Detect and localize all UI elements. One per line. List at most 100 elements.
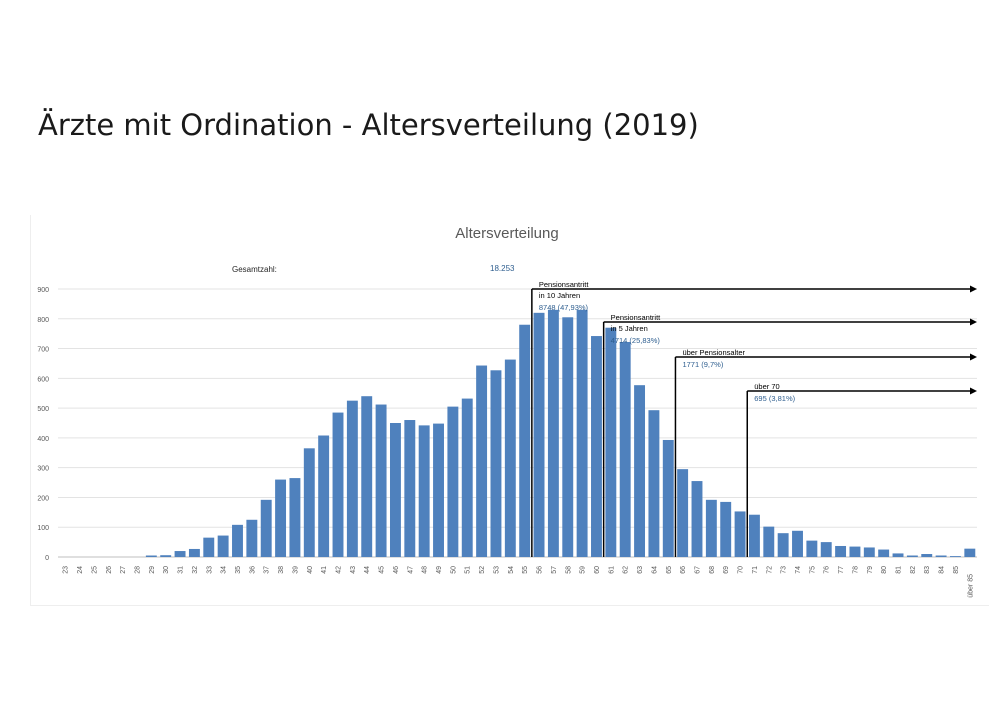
bar (504, 359, 516, 557)
chart-title: Altersverteilung (455, 225, 558, 242)
x-tick-label: 23 (63, 566, 70, 574)
x-tick-label: 77 (838, 566, 845, 574)
x-tick-label: 29 (149, 566, 156, 574)
y-tick-label: 300 (37, 466, 49, 473)
x-tick-label: 47 (407, 566, 414, 574)
annotation-label: Pensionsantritt (539, 280, 590, 289)
x-tick-label: 42 (336, 566, 343, 574)
bar (950, 556, 961, 557)
bar (217, 535, 229, 557)
bar (748, 514, 760, 557)
x-tick-label: 66 (680, 566, 687, 574)
x-tick-label: 73 (781, 566, 788, 574)
x-tick-label: 27 (120, 566, 127, 574)
x-tick-label: 26 (106, 566, 113, 574)
bar (835, 545, 847, 557)
bar (964, 548, 976, 557)
y-tick-label: 100 (37, 525, 49, 532)
x-tick-label: 65 (666, 566, 673, 574)
bar (792, 530, 803, 557)
x-tick-label: 72 (766, 566, 773, 574)
x-tick-label: 64 (651, 566, 658, 574)
bar (490, 370, 502, 557)
x-tick-label: 37 (264, 566, 271, 574)
x-tick-label: 54 (508, 566, 515, 574)
total-value: 18.253 (490, 264, 515, 273)
bar (605, 327, 617, 557)
slide-title: Ärzte mit Ordination - Altersverteilung … (38, 108, 699, 142)
x-tick-label: 74 (795, 566, 802, 574)
x-tick-label: 36 (249, 566, 256, 574)
bar (921, 554, 933, 557)
x-tick-label: 31 (178, 566, 185, 574)
annotation-value: 8748 (47,93%) (539, 303, 589, 312)
x-tick-label: 67 (694, 566, 701, 574)
y-tick-label: 600 (37, 376, 49, 383)
bar (332, 412, 344, 557)
bar (174, 551, 186, 557)
annotation-layer: Pensionsantritt in 10 Jahren 8748 (47,93%)… (531, 280, 977, 557)
annotation-label: in 10 Jahren (539, 291, 580, 300)
bar (720, 501, 732, 557)
x-tick-label: 56 (537, 566, 544, 574)
bar (318, 435, 330, 557)
bar (562, 317, 574, 557)
bar (389, 423, 401, 557)
bar (260, 499, 272, 557)
axis-layer: 0 100 200 300 400 500 600 700 800 900 23 24 25 26 27 28… (37, 287, 974, 598)
x-tick-label: 44 (364, 566, 371, 574)
y-tick-label: 500 (37, 406, 49, 413)
bar (145, 555, 157, 557)
bar (533, 312, 545, 557)
x-tick-label: 51 (465, 566, 472, 574)
x-tick-label: 58 (565, 566, 572, 574)
x-tick-label: 39 (292, 566, 299, 574)
bar (619, 342, 631, 557)
x-tick-label: 81 (896, 566, 903, 574)
x-tick-label: 57 (551, 566, 558, 574)
bar (691, 481, 703, 557)
bar-layer (145, 309, 976, 557)
bar (346, 400, 358, 557)
arrowhead-icon (970, 318, 977, 326)
x-tick-label: 30 (163, 566, 170, 574)
x-tick-label: 45 (379, 566, 386, 574)
arrowhead-icon (970, 353, 977, 361)
bar (935, 555, 947, 557)
x-tick-label: 78 (852, 566, 859, 574)
chart-frame (30, 215, 989, 606)
x-tick-label: 33 (206, 566, 213, 574)
bar (662, 439, 674, 557)
x-tick-label: 75 (809, 566, 816, 574)
bar (705, 499, 717, 557)
x-tick-label: 60 (594, 566, 601, 574)
y-tick-label: 700 (37, 347, 49, 354)
bar (418, 425, 430, 557)
x-tick-label: 25 (91, 566, 98, 574)
bar (203, 537, 215, 557)
x-tick-label: 38 (278, 566, 285, 574)
x-tick-label: 50 (450, 566, 457, 574)
x-tick-label: 28 (134, 566, 141, 574)
bar (892, 553, 904, 557)
bar (519, 324, 531, 557)
x-tick-label: 68 (709, 566, 716, 574)
x-tick-label: 71 (752, 566, 759, 574)
x-tick-label: 43 (350, 566, 357, 574)
bar (547, 309, 559, 557)
bar (188, 548, 200, 557)
bar (246, 519, 258, 557)
annotation-label: über 70 (754, 382, 779, 391)
x-tick-label: 76 (824, 566, 831, 574)
bar (576, 309, 588, 557)
x-tick-label: 52 (479, 566, 486, 574)
y-tick-label: 800 (37, 317, 49, 324)
x-tick-label: 62 (623, 566, 630, 574)
annotation-value: 1771 (9,7%) (682, 360, 723, 369)
x-tick-label: 70 (738, 566, 745, 574)
x-tick-label: 48 (422, 566, 429, 574)
x-tick-label: 49 (436, 566, 443, 574)
bar (806, 540, 818, 557)
y-tick-label: 200 (37, 495, 49, 502)
